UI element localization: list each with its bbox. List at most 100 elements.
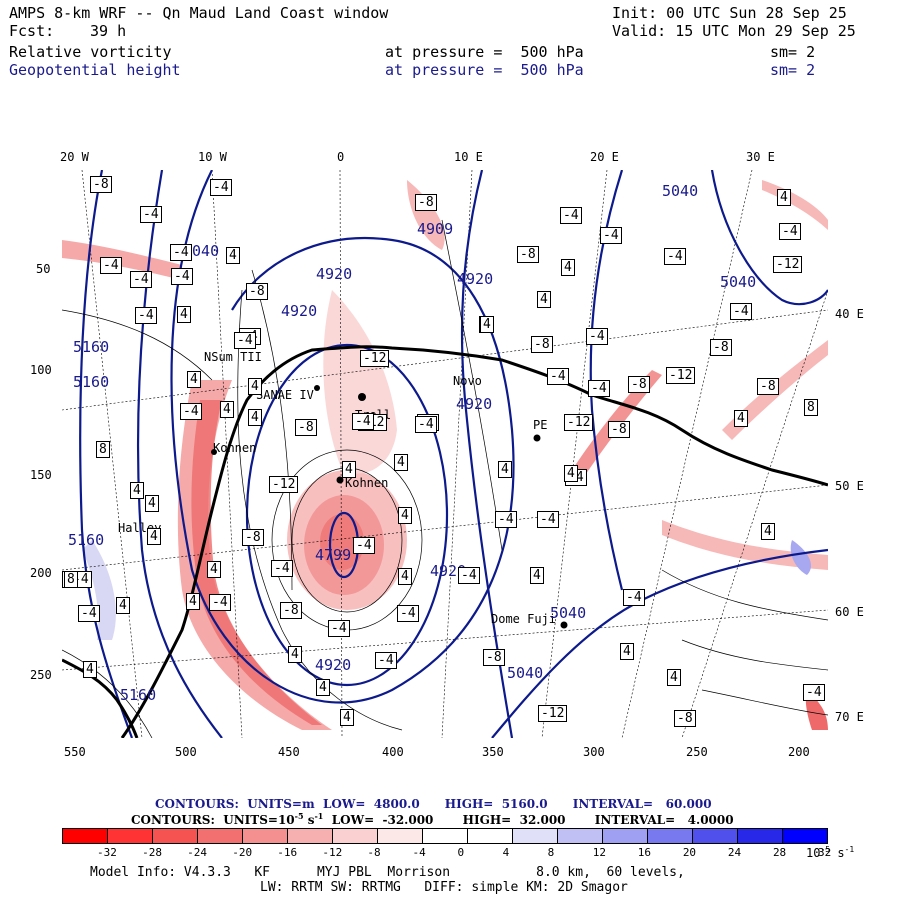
vorticity-label: -4 xyxy=(271,560,293,577)
x-tick-250: 250 xyxy=(686,745,708,759)
field2-smoothing: sm= 2 xyxy=(770,61,816,79)
y-tick-50: 50 xyxy=(36,262,51,276)
vorticity-shading xyxy=(62,180,828,730)
station-label-novo: Novo xyxy=(453,374,482,388)
vorticity-label: 4 xyxy=(620,643,634,660)
vorticity-label: 8 xyxy=(64,571,78,588)
vorticity-label: -4 xyxy=(779,223,801,240)
vorticity-label: -12 xyxy=(773,256,803,273)
vorticity-label: 4 xyxy=(187,371,201,388)
vorticity-label: -8 xyxy=(242,529,264,546)
vorticity-label: -4 xyxy=(586,328,608,345)
legend-label: 24 xyxy=(727,846,742,859)
vorticity-label: 4 xyxy=(288,646,302,663)
vorticity-label: -12 xyxy=(564,414,594,431)
init-time: Init: 00 UTC Sun 28 Sep 25 xyxy=(612,4,847,22)
legend-swatch xyxy=(63,829,108,843)
legend-label: 16 xyxy=(637,846,651,859)
legend-swatch xyxy=(288,829,333,843)
vorticity-label: -8 xyxy=(90,176,112,193)
lon-label-50e: 50 E xyxy=(835,479,864,493)
lon-label-70e: 70 E xyxy=(835,710,864,724)
vorticity-label: -4 xyxy=(328,620,350,637)
lon-label-10e: 10 E xyxy=(454,150,483,164)
vorticity-label: 8 xyxy=(804,399,818,416)
vorticity-label: 4 xyxy=(394,454,408,471)
vorticity-label: -8 xyxy=(295,419,317,436)
vorticity-label: 4 xyxy=(220,401,234,418)
vorticity-label: -12 xyxy=(538,705,568,722)
vorticity-label: -4 xyxy=(210,179,232,196)
legend-swatch xyxy=(693,829,738,843)
vorticity-label: -8 xyxy=(280,602,302,619)
vorticity-label: 4 xyxy=(177,306,191,323)
vorticity-label: -4 xyxy=(803,684,825,701)
field1-name: Relative vorticity xyxy=(9,43,172,61)
legend-label: 28 xyxy=(772,846,787,859)
vorticity-label: -4 xyxy=(171,268,193,285)
legend-label: 20 xyxy=(682,846,697,859)
vorticity-label: -12 xyxy=(666,367,696,384)
vorticity-label: -4 xyxy=(547,368,569,385)
vorticity-label: -8 xyxy=(531,336,553,353)
legend-swatch xyxy=(378,829,423,843)
valid-time: Valid: 15 UTC Mon 29 Sep 25 xyxy=(612,22,856,40)
vorticity-label: 4 xyxy=(248,378,262,395)
x-tick-450: 450 xyxy=(278,745,300,759)
legend-label: -28 xyxy=(142,846,162,859)
field1-level: at pressure = 500 hPa xyxy=(385,43,584,61)
height-label: 4909 xyxy=(417,220,454,238)
vorticity-label: -4 xyxy=(375,652,397,669)
vorticity-label: 4 xyxy=(316,679,330,696)
legend-label: 12 xyxy=(592,846,606,859)
vorticity-label: -4 xyxy=(100,257,122,274)
vorticity-label: 4 xyxy=(83,661,97,678)
station-label-pe: PE xyxy=(533,418,548,432)
vorticity-label: 4 xyxy=(398,507,412,524)
vorticity-label: -8 xyxy=(628,376,650,393)
lon-label-60e: 60 E xyxy=(835,605,864,619)
color-legend-bar xyxy=(62,828,828,844)
y-tick-200: 200 xyxy=(30,566,52,580)
station-label-kohnen2: Kohnen xyxy=(213,441,257,455)
station-label-domefuji: Dome Fuji xyxy=(491,612,557,626)
height-label: 4920 xyxy=(281,302,318,320)
legend-label: -12 xyxy=(322,846,343,859)
height-label: 5160 xyxy=(73,373,110,391)
map-panel xyxy=(62,170,828,738)
vorticity-label: -8 xyxy=(517,246,539,263)
y-tick-100: 100 xyxy=(30,363,52,377)
vorticity-label: 4 xyxy=(145,495,159,512)
vorticity-label: 4 xyxy=(340,709,354,726)
height-label: 4920 xyxy=(457,270,494,288)
legend-swatch xyxy=(198,829,243,843)
vorticity-label: -4 xyxy=(730,303,752,320)
vorticity-label: -4 xyxy=(495,511,517,528)
x-tick-500: 500 xyxy=(175,745,197,759)
vorticity-label: 4 xyxy=(130,482,144,499)
legend-label: 4 xyxy=(502,846,510,859)
legend-swatch xyxy=(648,829,693,843)
station-markers xyxy=(211,385,568,629)
y-tick-150: 150 xyxy=(30,468,52,482)
legend-label: 0 xyxy=(457,846,465,859)
height-label: 5040 xyxy=(662,182,699,200)
station-label-kohnen: Kohnen xyxy=(345,476,389,490)
vorticity-label: -8 xyxy=(757,378,779,395)
vorticity-label: 4 xyxy=(116,597,130,614)
vorticity-label: -12 xyxy=(360,350,390,367)
x-tick-300: 300 xyxy=(583,745,605,759)
vorticity-label: 4 xyxy=(186,593,200,610)
legend-label: 8 xyxy=(547,846,555,859)
vorticity-label: -4 xyxy=(78,605,100,622)
legend-label: -32 xyxy=(97,846,117,859)
height-label: 5040 xyxy=(720,273,757,291)
vorticity-label: -4 xyxy=(209,594,231,611)
legend-swatch xyxy=(423,829,468,843)
vorticity-label: 4 xyxy=(147,528,161,545)
lon-label-40e: 40 E xyxy=(835,307,864,321)
vorticity-label: -4 xyxy=(537,511,559,528)
vorticity-label: -4 xyxy=(623,589,645,606)
lon-label-20w: 20 W xyxy=(60,150,89,164)
height-label: 4920 xyxy=(430,562,467,580)
